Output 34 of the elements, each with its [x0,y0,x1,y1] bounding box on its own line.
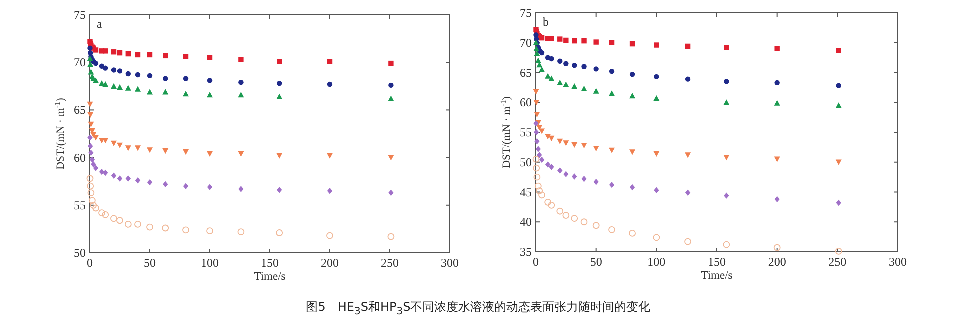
y-tick-label: 50 [74,246,86,260]
y-tick-label: 75 [520,6,532,20]
chart-title: a [97,17,103,31]
x-tick-label: 0 [533,255,539,269]
x-tick-label: 150 [708,255,726,269]
y-tick-label: 55 [520,126,532,140]
x-tick-label: 50 [590,255,602,269]
caption: 图5 HE$_{3}$S和HP$_{3}$S不同浓度水溶液的动态表面张力随时间的变化 [305,299,652,318]
x-tick-label: 150 [261,256,279,270]
y-tick-label: 75 [74,8,86,22]
x-tick-label: 250 [381,256,399,270]
x-axis-title: Time/s [701,270,734,282]
y-tick-label: 65 [74,103,86,118]
x-axis-title: Time/s [254,271,286,283]
y-tick-label: 70 [520,36,532,50]
x-tick-label: 250 [828,255,847,269]
y-tick-label: 70 [74,56,86,70]
x-tick-label: 300 [889,255,907,269]
chart-title: b [543,15,549,29]
y-tick-label: 45 [520,185,532,200]
y-tick-label: 50 [520,155,532,170]
x-tick-label: 0 [87,256,93,270]
y-tick-label: 60 [74,150,86,165]
x-tick-label: 100 [648,255,666,269]
y-tick-label: 60 [520,96,532,110]
x-tick-label: 300 [441,256,459,270]
y-tick-label: 55 [74,198,86,212]
y-tick-label: 65 [520,66,532,80]
y-tick-label: 40 [520,215,532,230]
x-tick-label: 200 [768,255,786,269]
y-tick-label: 35 [520,245,532,259]
x-tick-label: 100 [201,256,219,270]
x-tick-label: 50 [144,256,156,270]
x-tick-label: 200 [321,256,339,270]
